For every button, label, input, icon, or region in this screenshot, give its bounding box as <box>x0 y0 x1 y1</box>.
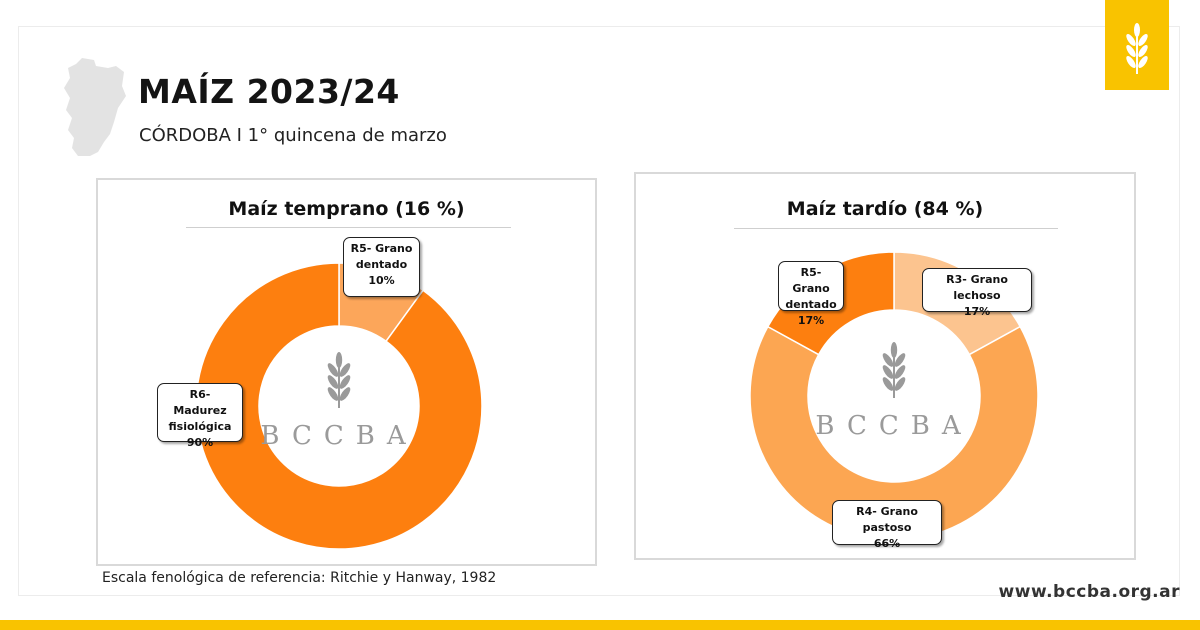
slice-label-text: R3- Grano lechoso <box>946 273 1008 302</box>
watermark-text: BCCBA <box>260 421 417 451</box>
slice-value-text: 17% <box>797 314 825 327</box>
wheat-leaf-icon <box>327 363 339 377</box>
wheat-leaf-icon <box>339 375 351 389</box>
donut-slice <box>195 262 483 550</box>
wheat-leaf-icon <box>882 377 894 391</box>
watermark-text: BCCBA <box>815 411 972 441</box>
slice-label: R5- Grano dentado 17% <box>778 261 844 327</box>
wheat-leaf-icon <box>339 363 351 377</box>
wheat-leaf-icon <box>894 365 906 379</box>
bccba-watermark: BCCBA <box>815 342 972 441</box>
wheat-leaf-icon <box>894 377 906 391</box>
slice-label: R5- Grano dentado 10% <box>343 237 420 297</box>
title-rule <box>186 227 511 228</box>
slice-label-text: R6- Madurez fisiológica <box>168 388 232 433</box>
slice-label-text: R5- Grano dentado <box>350 242 413 271</box>
wheat-leaf-icon <box>882 353 894 367</box>
slice-value-text: 66% <box>873 537 901 550</box>
website-link[interactable]: www.bccba.org.ar <box>998 582 1180 602</box>
wheat-leaf-icon <box>339 387 351 401</box>
wheat-leaf-icon <box>894 353 906 367</box>
wheat-leaf-icon <box>335 352 343 368</box>
slice-value-text: 90% <box>186 436 214 449</box>
slice-label: R4- Grano pastoso 66% <box>832 500 942 550</box>
wheat-leaf-icon <box>327 375 339 389</box>
slice-label-text: R5- Grano dentado <box>785 266 837 311</box>
wheat-stem-icon <box>338 360 340 408</box>
slice-label: R3- Grano lechoso 17% <box>922 268 1032 318</box>
wheat-icon <box>1126 23 1148 74</box>
slice-value-text: 17% <box>963 305 991 318</box>
title-rule <box>734 228 1058 229</box>
slice-value-text: 10% <box>368 274 395 287</box>
bccba-logo <box>1105 0 1169 90</box>
cordoba-map-icon <box>64 58 126 156</box>
reference-footnote: Escala fenológica de referencia: Ritchie… <box>102 570 497 586</box>
slice-label: R6- Madurez fisiológica 90% <box>157 383 243 449</box>
content-frame <box>18 26 1180 596</box>
bccba-watermark: BCCBA <box>260 352 417 451</box>
wheat-leaf-icon <box>882 365 894 379</box>
wheat-leaf-icon <box>890 342 898 358</box>
page-title: MAÍZ 2023/24 <box>138 72 400 111</box>
page-subtitle: CÓRDOBA I 1° quincena de marzo <box>139 125 447 146</box>
wheat-leaf-icon <box>327 387 339 401</box>
wheat-stem-icon <box>893 350 895 398</box>
chart-title: Maíz temprano (16 %) <box>228 198 465 220</box>
chart-title: Maíz tardío (84 %) <box>786 198 984 220</box>
donut-slice <box>749 325 1039 541</box>
bottom-accent-bar <box>0 620 1200 630</box>
slice-label-text: R4- Grano pastoso <box>856 505 918 534</box>
